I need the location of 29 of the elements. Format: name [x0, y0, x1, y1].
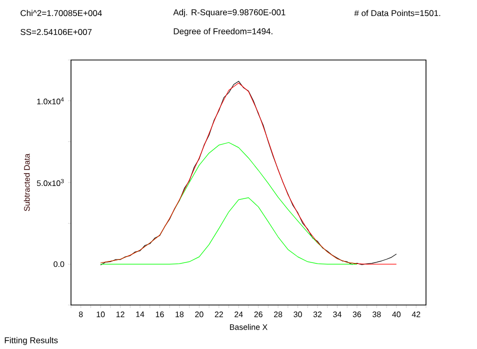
x-tick-label: 42: [412, 312, 420, 318]
x-tick-label: 20: [195, 312, 204, 318]
x-tick-label: 10: [96, 312, 105, 318]
x-tick-label: 12: [116, 312, 124, 318]
x-tick-label: 30: [294, 312, 302, 318]
text: Degree of Freedom=1494.: [174, 28, 272, 36]
x-tick-label: 32: [313, 312, 322, 318]
x-tick-label: 36: [352, 312, 362, 318]
x-tick-label: 16: [156, 312, 164, 318]
y-axis-title: Subtracted Data: [24, 154, 30, 212]
x-tick-label: 14: [136, 312, 144, 318]
x-tick-label: 34: [333, 312, 342, 318]
text: # of Data Points=1501.: [354, 10, 440, 16]
x-tick-label: 22: [214, 312, 223, 318]
x-tick-label: 24: [234, 312, 243, 318]
x-tick-label: 28: [274, 312, 282, 318]
y-tick-label: 1.0x10$^{4}$: [37, 97, 64, 104]
text: SS=2.54106E+007: [20, 28, 92, 36]
text: Adj. R-Square=9.98760E-001: [173, 9, 286, 17]
x-tick-label: 40: [392, 312, 401, 318]
text: Fitting Results: [4, 337, 58, 345]
x-tick-label: 18: [176, 312, 184, 318]
y-tick-label: 0.0: [54, 261, 64, 267]
x-tick-label: 26: [254, 312, 262, 318]
x-tick-label: 38: [372, 312, 381, 318]
text: Chi^2=1.70085E+004: [20, 10, 102, 16]
y-tick-label: 5.0x10$^{3}$: [36, 178, 64, 186]
x-axis-title: Baseline X: [230, 324, 268, 330]
x-tick-label: 8: [78, 312, 83, 318]
